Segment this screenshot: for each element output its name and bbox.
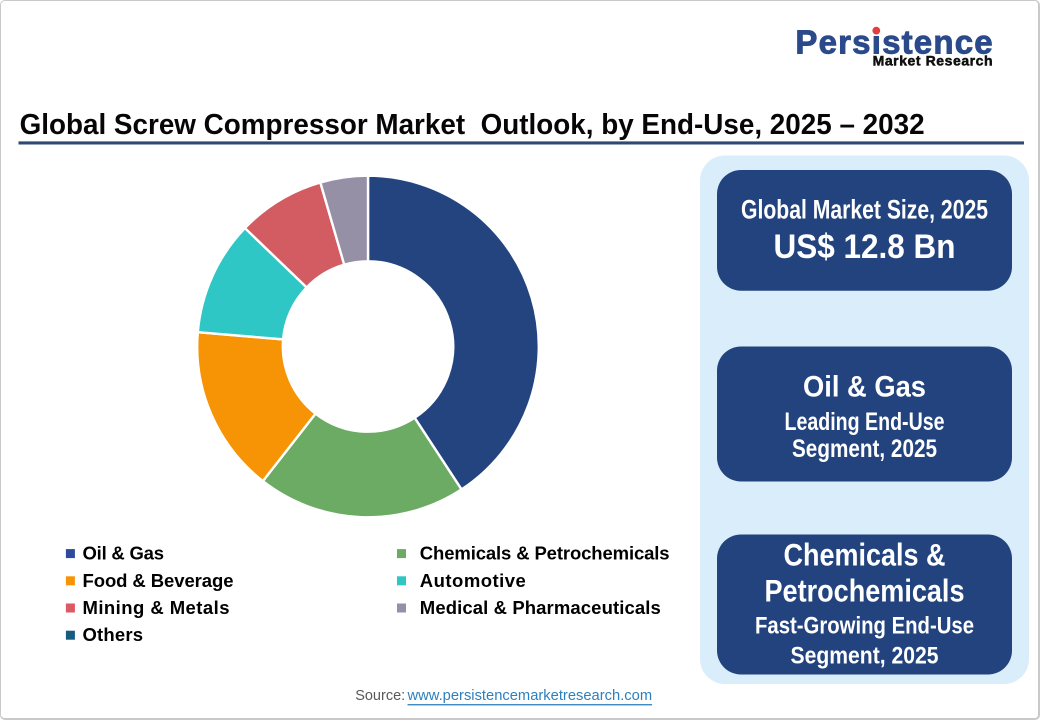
svg-text:US$ 12.8 Bn: US$ 12.8 Bn bbox=[774, 228, 956, 266]
svg-text:Segment, 2025: Segment, 2025 bbox=[792, 435, 937, 463]
svg-text:Persistence: Persistence bbox=[796, 24, 993, 61]
svg-text:Segment, 2025: Segment, 2025 bbox=[791, 643, 939, 670]
svg-text:Mining & Metals: Mining & Metals bbox=[83, 597, 230, 618]
svg-text:Oil & Gas: Oil & Gas bbox=[83, 543, 165, 564]
svg-text:Chemicals &: Chemicals & bbox=[784, 537, 946, 573]
svg-text:Others: Others bbox=[83, 625, 144, 646]
svg-text:Global Screw Compressor Market: Global Screw Compressor Market Outlook, … bbox=[20, 109, 925, 141]
svg-text:Market Research: Market Research bbox=[873, 53, 993, 69]
svg-text:Oil & Gas: Oil & Gas bbox=[803, 371, 926, 404]
svg-text:www.persistencemarketresearch.: www.persistencemarketresearch.com bbox=[407, 688, 653, 705]
svg-text:Petrochemicals: Petrochemicals bbox=[765, 573, 965, 609]
svg-text:Global Market Size, 2025: Global Market Size, 2025 bbox=[741, 195, 988, 225]
svg-text:Fast-Growing End-Use: Fast-Growing End-Use bbox=[755, 613, 974, 640]
svg-text:Automotive: Automotive bbox=[420, 570, 526, 591]
svg-text:Chemicals & Petrochemicals: Chemicals & Petrochemicals bbox=[420, 543, 670, 564]
svg-text:Leading End-Use: Leading End-Use bbox=[785, 408, 945, 436]
svg-text:Source:: Source: bbox=[356, 689, 406, 705]
svg-text:Food & Beverage: Food & Beverage bbox=[83, 570, 234, 591]
svg-text:Medical & Pharmaceuticals: Medical & Pharmaceuticals bbox=[420, 597, 661, 618]
